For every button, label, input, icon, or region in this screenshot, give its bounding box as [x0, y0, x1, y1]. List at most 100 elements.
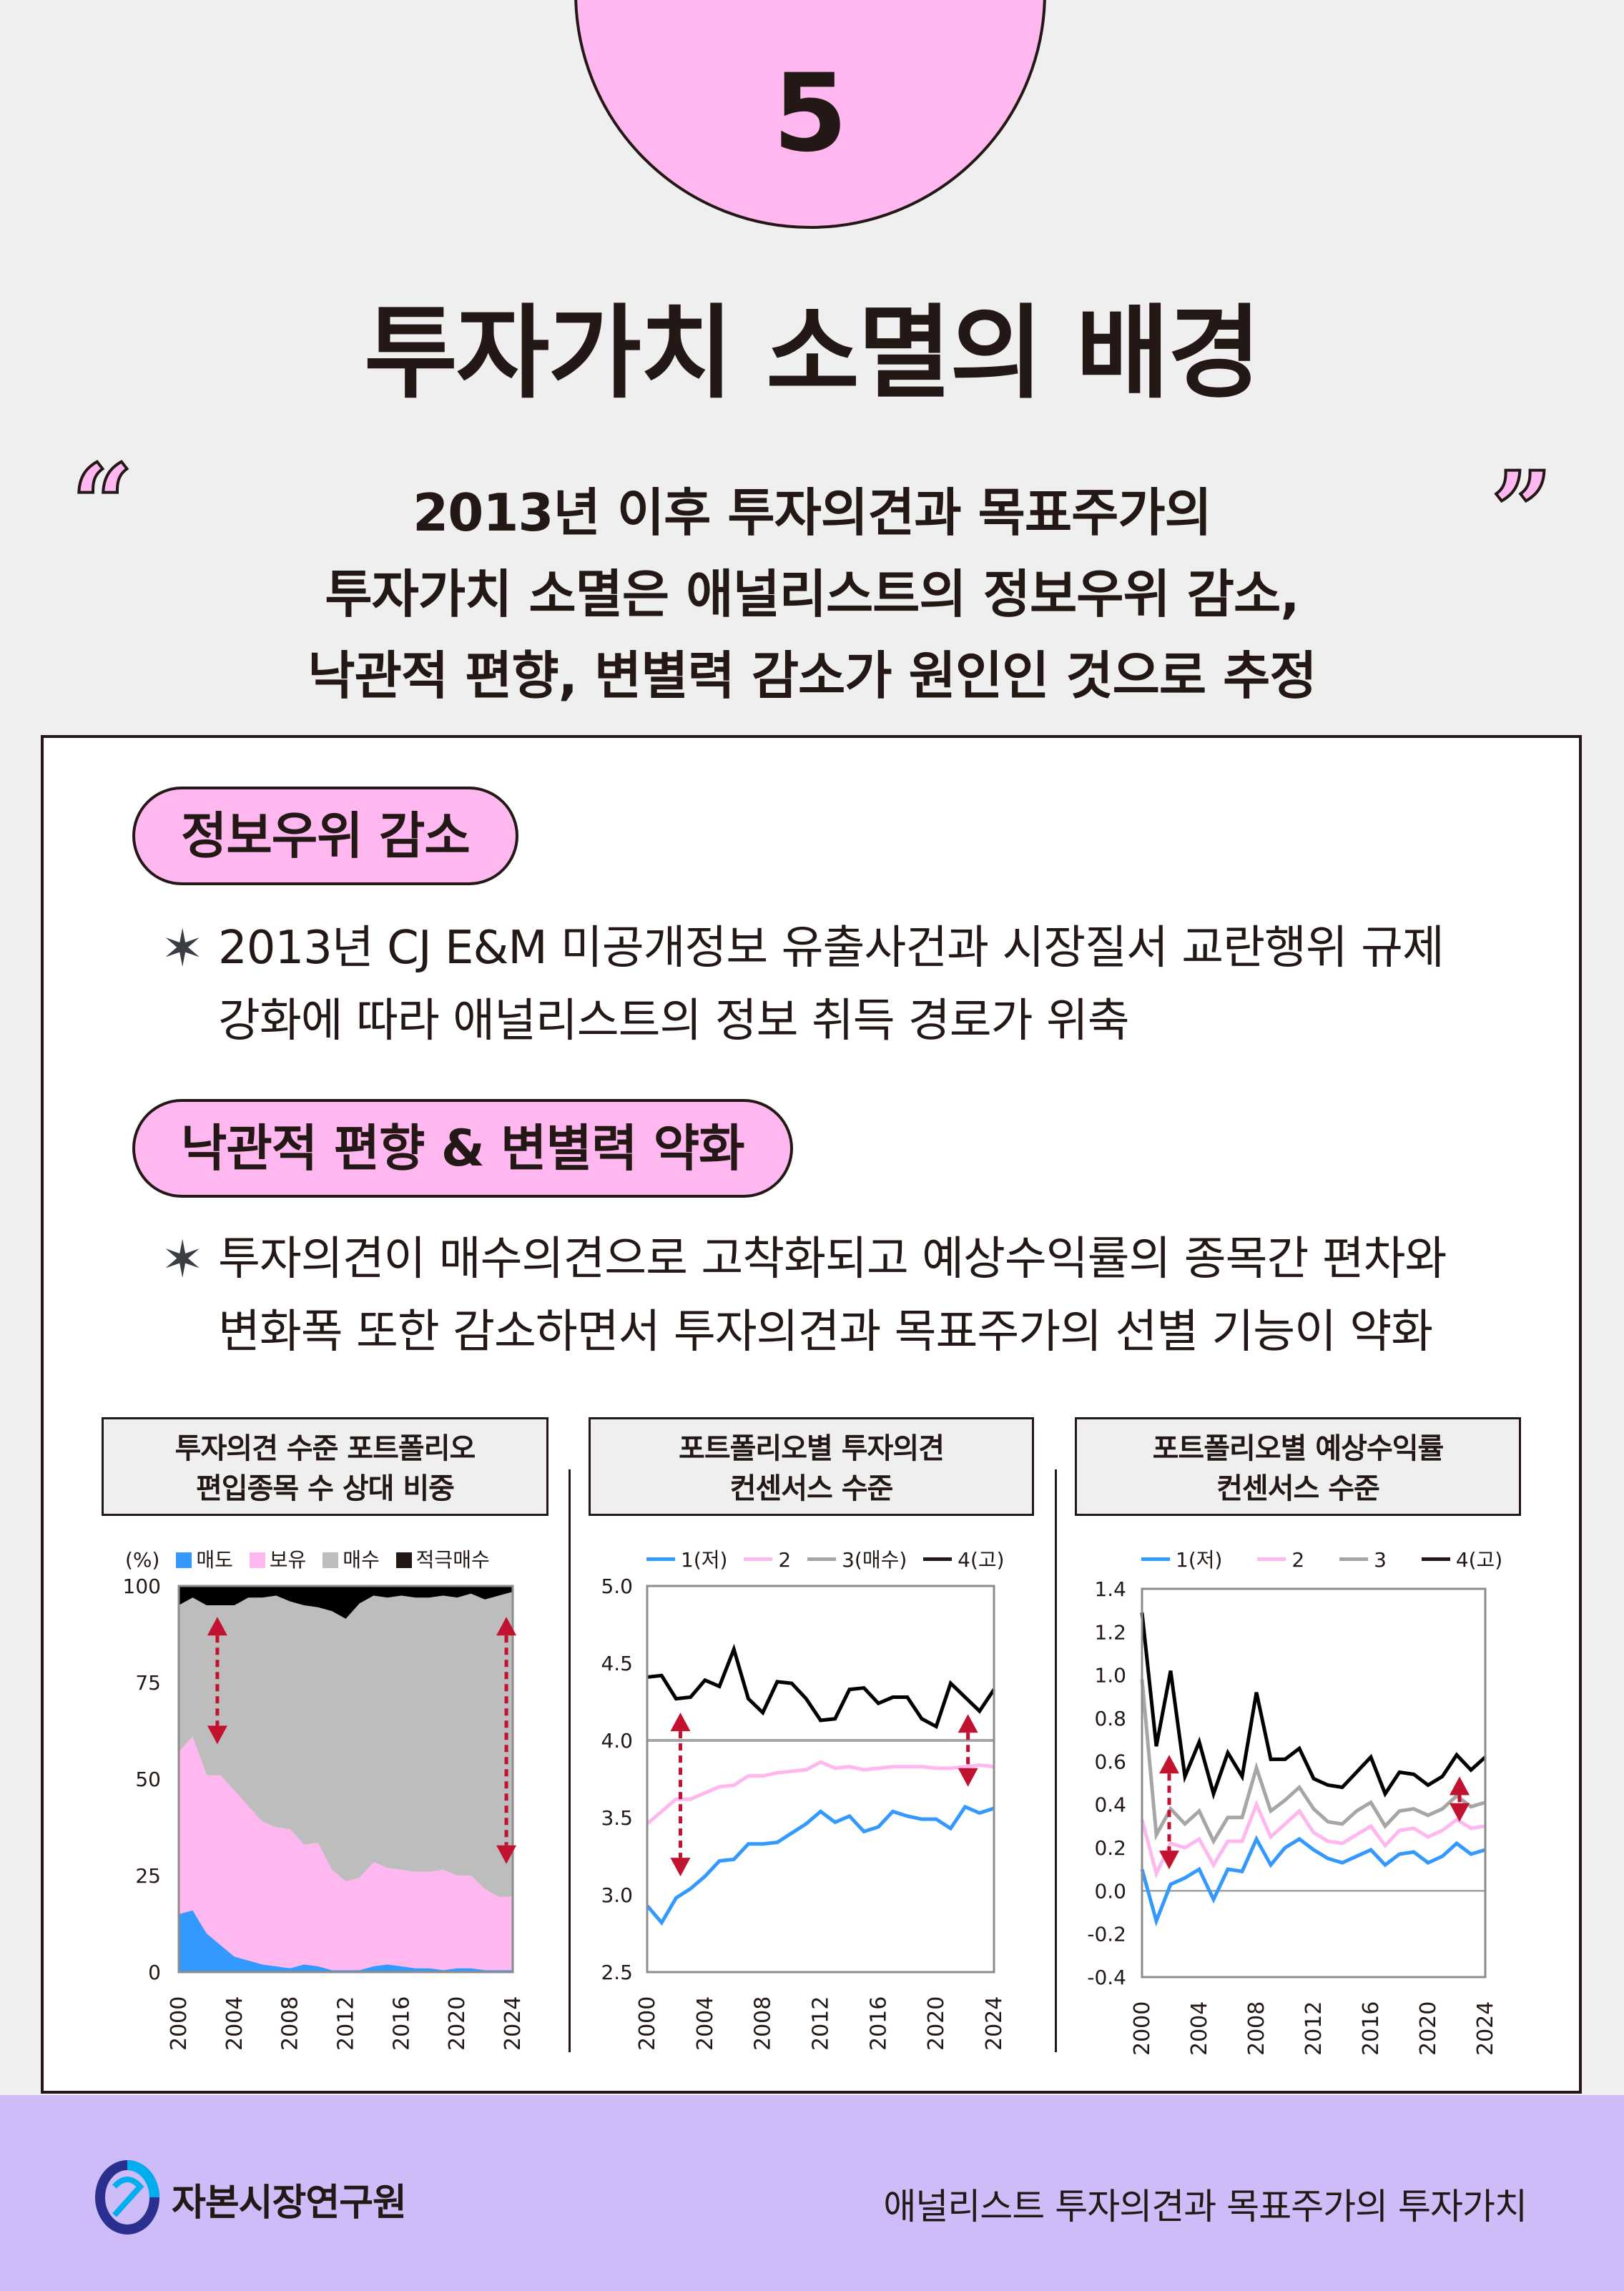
- svg-text:0: 0: [148, 1961, 161, 1984]
- chart1-title-line: 편입종목 수 상대 비중: [196, 1472, 455, 1505]
- svg-text:2020: 2020: [1416, 2001, 1441, 2056]
- summary-quote: 2013년 이후 투자의견과 목표주가의 투자가치 소멸은 애널리스트의 정보우…: [143, 472, 1481, 716]
- svg-text:2004: 2004: [1187, 2001, 1212, 2056]
- svg-text:2000: 2000: [1130, 2001, 1155, 2056]
- summary-line: 투자가치 소멸은 애널리스트의 정보우위 감소,: [325, 564, 1299, 624]
- legend-line-1: [1141, 1557, 1170, 1561]
- double-arrow-annotation: [1159, 1755, 1179, 1870]
- unit-label: (%): [125, 1548, 160, 1572]
- bullet-line: 강화에 따라 애널리스트의 정보 취득 경로가 위축: [218, 995, 1130, 1048]
- line-series: [646, 1760, 995, 1826]
- svg-text:-0.2: -0.2: [1087, 1923, 1126, 1946]
- line-series: [646, 1643, 996, 1730]
- line-series: [1140, 1679, 1486, 1846]
- chart1-title-line: 투자의견 수준 포트폴리오: [174, 1432, 476, 1465]
- legend-line-2: [744, 1557, 773, 1561]
- legend-line-2: [1257, 1557, 1286, 1561]
- legend-label: 2: [778, 1548, 792, 1572]
- chart3-legend: 1(저) 2 3 4(고): [1131, 1544, 1502, 1573]
- open-quote-icon: “: [70, 441, 134, 567]
- double-arrow-annotation: [670, 1713, 691, 1877]
- legend-swatch-strong-buy: [395, 1552, 412, 1568]
- area-series: [179, 1736, 513, 1971]
- bullet-info-advantage: ✶ 2013년 CJ E&M 미공개정보 유출사건과 시장질서 교란행위 규제 …: [161, 912, 1445, 1058]
- double-arrow-annotation: [1450, 1776, 1470, 1822]
- section-number: 5: [772, 51, 848, 176]
- bullet-line: 변화폭 또한 감소하면서 투자의견과 목표주가의 선별 기능이 약화: [218, 1306, 1433, 1359]
- chart2-title-line: 포트폴리오별 투자의견: [679, 1432, 945, 1465]
- legend-label: 적극매수: [415, 1548, 490, 1572]
- area-series: [179, 1592, 513, 1897]
- chart3-title-line: 컨센서스 수준: [1216, 1472, 1380, 1505]
- legend-label: 보유: [269, 1548, 307, 1572]
- legend-label: 3: [1374, 1548, 1387, 1572]
- chart2-title: 포트폴리오별 투자의견 컨센서스 수준: [589, 1417, 1034, 1516]
- svg-text:2008: 2008: [751, 1996, 776, 2051]
- summary-line: 2013년 이후 투자의견과 목표주가의: [413, 483, 1212, 543]
- section-heading-optimism-bias: 낙관적 편향 & 변별력 약화: [132, 1099, 793, 1198]
- legend-label: 4(고): [1455, 1548, 1503, 1572]
- svg-text:0.4: 0.4: [1094, 1793, 1126, 1817]
- svg-text:1.0: 1.0: [1094, 1664, 1126, 1688]
- svg-text:75: 75: [135, 1671, 161, 1695]
- chart3-title: 포트폴리오별 예상수익률 컨센서스 수준: [1075, 1417, 1521, 1516]
- org-name: 자본시장연구원: [172, 2182, 407, 2225]
- svg-text:2008: 2008: [278, 1996, 303, 2051]
- svg-text:3.0: 3.0: [601, 1883, 633, 1907]
- chart3-title-line: 포트폴리오별 예상수익률: [1152, 1432, 1445, 1465]
- svg-text:0.2: 0.2: [1094, 1836, 1126, 1860]
- svg-text:2012: 2012: [334, 1996, 359, 2051]
- svg-text:25: 25: [135, 1864, 161, 1888]
- svg-text:5.0: 5.0: [601, 1575, 633, 1598]
- svg-text:2024: 2024: [501, 1996, 526, 2051]
- chart2-title-line: 컨센서스 수준: [729, 1472, 894, 1505]
- chart-divider: [1055, 1469, 1057, 2052]
- close-quote-icon: ”: [1490, 448, 1554, 574]
- legend-label: 3(매수): [842, 1548, 907, 1572]
- legend-label: 매수: [343, 1548, 380, 1572]
- svg-text:2.5: 2.5: [601, 1961, 633, 1984]
- chart1-legend: (%) 매도 보유 매수 적극매수: [125, 1544, 490, 1573]
- bullet-line: 2013년 CJ E&M 미공개정보 유출사건과 시장질서 교란행위 규제: [218, 922, 1445, 975]
- svg-text:4.0: 4.0: [601, 1729, 633, 1753]
- legend-label: 매도: [196, 1548, 233, 1572]
- svg-text:2012: 2012: [809, 1996, 834, 2051]
- legend-line-4: [1421, 1557, 1450, 1561]
- legend-swatch-buy: [323, 1552, 339, 1568]
- legend-line-1: [646, 1557, 675, 1561]
- double-arrow-annotation: [496, 1617, 517, 1864]
- chart1-title: 투자의견 수준 포트폴리오 편입종목 수 상대 비중: [102, 1417, 548, 1516]
- bullet-optimism-bias: ✶ 투자의견이 매수의견으로 고착화되고 예상수익률의 종목간 편차와 변화폭 …: [161, 1223, 1447, 1369]
- svg-text:2024: 2024: [1473, 2001, 1498, 2056]
- svg-text:2020: 2020: [445, 1996, 470, 2051]
- legend-label: 2: [1291, 1548, 1305, 1572]
- svg-text:100: 100: [123, 1575, 161, 1598]
- svg-text:2020: 2020: [924, 1996, 949, 2051]
- svg-text:3.5: 3.5: [601, 1806, 633, 1830]
- legend-label: 4(고): [958, 1548, 1005, 1572]
- legend-label: 1(저): [1176, 1548, 1223, 1572]
- area-series: [179, 1910, 513, 1972]
- svg-text:50: 50: [135, 1768, 161, 1791]
- legend-swatch-hold: [249, 1552, 265, 1568]
- document-title: 애널리스트 투자의견과 목표주가의 투자가치: [883, 2186, 1527, 2227]
- area-series: [179, 1586, 513, 1619]
- section-heading-info-advantage: 정보우위 감소: [132, 787, 518, 885]
- double-arrow-annotation: [207, 1617, 227, 1745]
- legend-label: 1(저): [681, 1548, 728, 1572]
- svg-text:1.2: 1.2: [1094, 1620, 1126, 1644]
- legend-line-4: [923, 1557, 953, 1561]
- svg-text:0.8: 0.8: [1094, 1707, 1126, 1730]
- svg-text:2008: 2008: [1244, 2001, 1269, 2056]
- svg-text:2000: 2000: [167, 1996, 192, 2051]
- legend-line-3: [1339, 1557, 1369, 1561]
- summary-line: 낙관적 편향, 변별력 감소가 원인인 것으로 추정: [307, 646, 1317, 706]
- svg-text:2016: 2016: [389, 1996, 414, 2051]
- double-arrow-annotation: [958, 1714, 978, 1787]
- svg-text:2016: 2016: [1359, 2001, 1384, 2056]
- line-series: [1140, 1835, 1486, 1927]
- sparkle-star-icon: ✶: [161, 1229, 204, 1289]
- line-series: [1140, 1612, 1487, 1800]
- chart2-legend: 1(저) 2 3(매수) 4(고): [636, 1544, 1005, 1573]
